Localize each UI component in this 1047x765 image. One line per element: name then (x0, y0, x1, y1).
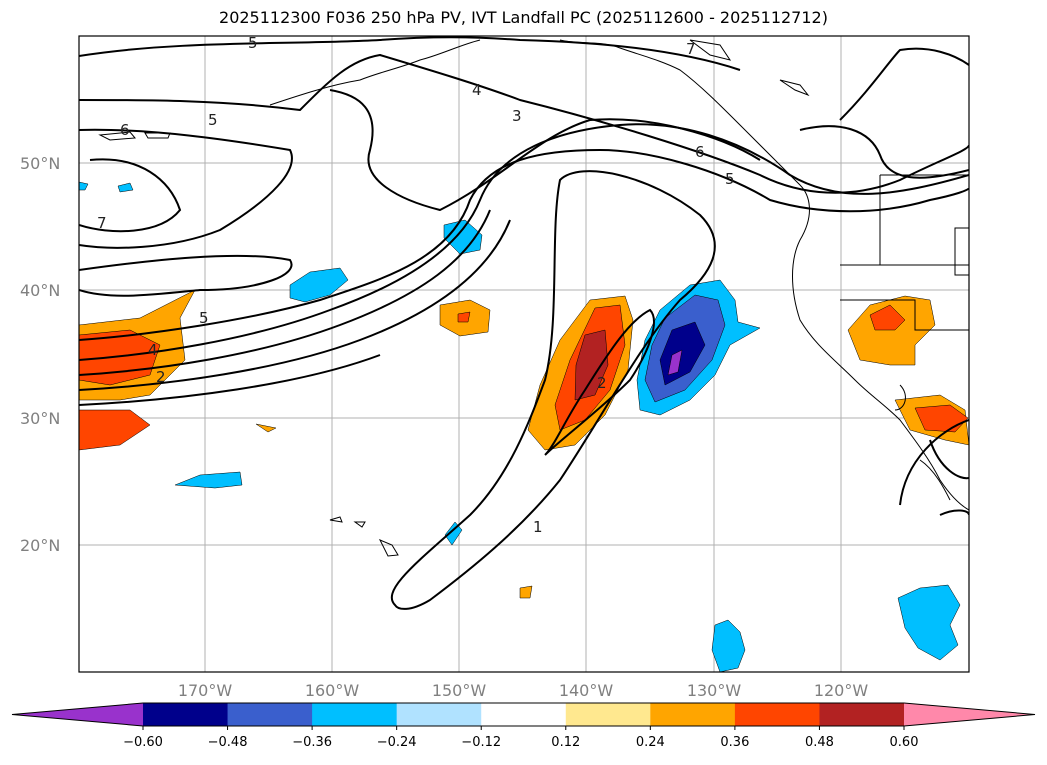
contour-label: 6 (695, 143, 705, 161)
colorbar-segment (650, 703, 736, 726)
colorbar-tick-label: −0.60 (123, 735, 163, 750)
coastlines (98, 39, 969, 557)
contour-label: 4 (148, 341, 158, 359)
colorbar-tick-label: 0.36 (720, 735, 749, 750)
contour-label: 2 (597, 374, 607, 392)
colorbar-segment (734, 703, 820, 726)
contour-label: 2 (156, 368, 166, 386)
colorbar-segment (143, 703, 229, 726)
lat-label: 40°N (20, 281, 60, 300)
colorbar-ticks: −0.60 −0.48 −0.36 −0.24 −0.12 0.12 0.24 0.36 0.4… (123, 726, 918, 750)
lat-label: 30°N (20, 409, 60, 428)
colorbar-tick-label: 0.48 (805, 735, 834, 750)
colorbar-tick-label: −0.24 (377, 735, 417, 750)
contour-label: 1 (533, 518, 543, 536)
latitude-labels: 50°N 40°N 30°N 20°N (20, 154, 60, 555)
contour-label: 7 (97, 214, 107, 232)
lat-label: 50°N (20, 154, 60, 173)
lon-label: 140°W (559, 681, 614, 700)
colorbar-segment (481, 703, 567, 726)
colorbar (11, 702, 1036, 727)
contour-label: 7 (686, 40, 696, 58)
positive-anomaly-west-core (79, 329, 161, 386)
colorbar-segment (904, 703, 1035, 726)
colorbar-tick-label: −0.12 (461, 735, 501, 750)
colorbar-tick-label: −0.48 (208, 735, 248, 750)
map-area (79, 36, 969, 672)
contour-label: 5 (248, 34, 258, 52)
contour-label: 3 (512, 107, 522, 125)
lon-label: 120°W (814, 681, 869, 700)
lon-label: 130°W (687, 681, 742, 700)
contour-label: 5 (208, 111, 218, 129)
lat-label: 20°N (20, 536, 60, 555)
colorbar-tick-label: 0.24 (636, 735, 665, 750)
lon-label: 150°W (432, 681, 487, 700)
colorbar-segment (312, 703, 398, 726)
colorbar-segment (227, 703, 313, 726)
colorbar-tick-label: 0.60 (890, 735, 919, 750)
longitude-labels: 170°W 160°W 150°W 140°W 130°W 120°W (178, 681, 869, 700)
pv-contours (79, 36, 969, 610)
contour-labels: 5 6 5 7 4 3 6 5 7 5 4 2 2 1 (97, 34, 735, 536)
lon-label: 160°W (305, 681, 360, 700)
contour-label: 5 (199, 309, 209, 327)
contour-label: 5 (725, 170, 735, 188)
map-title: 2025112300 F036 250 hPa PV, IVT Landfall… (219, 8, 828, 27)
colorbar-tick-label: 0.12 (551, 735, 580, 750)
colorbar-segment (396, 703, 482, 726)
contour-label: 4 (472, 81, 482, 99)
contour-label: 6 (120, 121, 130, 139)
colorbar-segment (565, 703, 651, 726)
map-frame (78, 35, 970, 673)
colorbar-segment (819, 703, 905, 726)
positive-anomaly-west-south (79, 409, 151, 451)
colorbar-segment (12, 703, 143, 726)
negative-anomaly-north (289, 267, 349, 303)
lon-label: 170°W (178, 681, 233, 700)
colorbar-tick-label: −0.36 (292, 735, 332, 750)
